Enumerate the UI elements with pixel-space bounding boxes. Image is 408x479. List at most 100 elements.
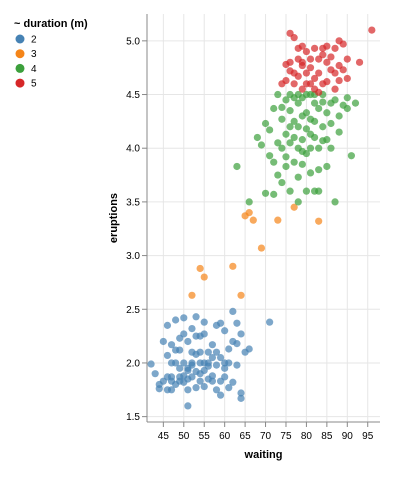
legend-swatch: [15, 78, 25, 88]
legend-label: 4: [31, 64, 37, 75]
data-point-3: [196, 264, 204, 273]
data-point-2: [167, 386, 176, 394]
x-tick-label: 75: [280, 431, 292, 442]
data-point-4: [245, 198, 253, 206]
data-point-4: [306, 144, 315, 152]
data-point-2: [212, 321, 221, 329]
data-point-5: [306, 55, 315, 63]
data-point-2: [221, 364, 229, 372]
data-point-4: [302, 90, 311, 99]
data-point-2: [163, 321, 172, 329]
data-point-2: [172, 346, 180, 354]
data-point-5: [339, 66, 347, 74]
data-point-4: [298, 147, 306, 156]
data-point-4: [286, 107, 294, 115]
data-point-5: [286, 58, 294, 66]
y-tick-label: 2.5: [126, 305, 140, 316]
data-point-2: [163, 373, 172, 381]
data-point-5: [339, 40, 347, 48]
data-point-4: [319, 98, 327, 106]
data-point-5: [290, 80, 298, 88]
data-point-4: [290, 158, 298, 166]
data-point-4: [278, 178, 286, 187]
data-point-5: [306, 64, 315, 72]
data-point-4: [302, 187, 311, 195]
data-point-2: [208, 372, 217, 380]
data-point-2: [192, 313, 200, 321]
data-point-4: [351, 99, 360, 107]
data-point-4: [270, 190, 278, 198]
data-point-2: [188, 373, 196, 381]
data-point-5: [310, 44, 319, 52]
data-point-4: [294, 198, 302, 206]
data-point-4: [266, 152, 274, 160]
data-point-2: [180, 330, 188, 338]
data-point-2: [245, 345, 253, 353]
data-point-5: [298, 85, 306, 93]
data-point-2: [163, 351, 172, 360]
x-tick-label: 95: [362, 431, 374, 442]
data-point-4: [294, 173, 302, 181]
data-point-2: [208, 353, 217, 362]
x-tick-label: 85: [321, 431, 333, 442]
data-point-5: [302, 69, 311, 77]
data-point-3: [290, 203, 298, 211]
data-point-3: [229, 262, 237, 270]
data-point-4: [278, 144, 286, 152]
data-point-2: [212, 348, 221, 356]
x-axis-title: waiting: [244, 449, 283, 461]
data-point-5: [331, 44, 339, 52]
data-point-2: [167, 359, 176, 367]
data-point-5: [315, 88, 323, 96]
data-point-5: [355, 58, 364, 66]
data-point-4: [274, 139, 282, 147]
y-tick-label: 3.5: [126, 197, 140, 208]
data-point-2: [204, 348, 212, 356]
data-point-2: [225, 345, 233, 353]
legend-label: 3: [31, 49, 37, 60]
data-point-4: [294, 99, 302, 107]
data-point-4: [327, 144, 335, 152]
data-point-2: [188, 359, 196, 367]
data-point-2: [188, 324, 196, 333]
data-point-4: [282, 96, 290, 104]
data-point-4: [298, 136, 306, 144]
data-point-2: [180, 359, 188, 367]
data-point-5: [323, 58, 331, 66]
x-tick-label: 45: [158, 431, 170, 442]
data-point-2: [233, 340, 241, 348]
data-point-4: [315, 187, 323, 195]
data-point-2: [237, 389, 245, 397]
data-point-5: [323, 42, 331, 50]
data-point-2: [151, 370, 159, 378]
x-tick-label: 55: [199, 431, 211, 442]
data-point-2: [225, 359, 233, 367]
data-point-4: [306, 130, 315, 138]
data-point-2: [221, 327, 229, 335]
data-point-5: [290, 34, 298, 42]
legend: ~ duration (m) 2 3 4 5: [14, 18, 88, 90]
data-point-2: [159, 337, 167, 346]
x-tick-label: 90: [342, 431, 354, 442]
data-point-2: [184, 364, 192, 372]
data-point-4: [323, 162, 331, 171]
data-point-4: [323, 136, 331, 144]
data-point-2: [216, 391, 225, 399]
data-point-4: [261, 189, 270, 197]
x-tick-label: 65: [240, 431, 252, 442]
data-point-2: [155, 380, 163, 389]
data-point-4: [261, 119, 270, 128]
data-point-4: [327, 99, 335, 107]
x-tick-label: 80: [301, 431, 313, 442]
data-point-5: [306, 80, 315, 88]
data-point-5: [327, 53, 335, 61]
data-point-3: [245, 209, 253, 217]
legend-title: ~ duration (m): [14, 18, 88, 30]
data-point-5: [315, 69, 323, 77]
data-point-4: [274, 90, 282, 99]
data-point-4: [282, 153, 290, 161]
data-point-4: [286, 123, 294, 131]
data-point-2: [266, 318, 274, 326]
y-tick-label: 3.0: [126, 251, 140, 262]
